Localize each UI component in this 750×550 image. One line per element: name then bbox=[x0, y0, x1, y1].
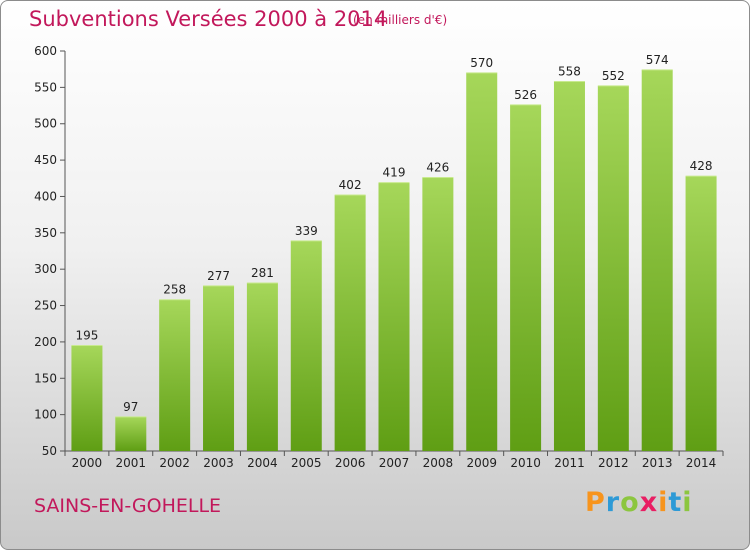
bar bbox=[553, 81, 585, 451]
x-tick-label: 2003 bbox=[203, 456, 234, 470]
bar bbox=[378, 182, 410, 452]
y-tick-label: 600 bbox=[34, 44, 57, 58]
logo-letter: t bbox=[668, 487, 683, 518]
bar-value-label: 428 bbox=[690, 159, 713, 173]
logo-letter: o bbox=[620, 487, 640, 518]
chart-title: Subventions Versées 2000 à 2014 bbox=[29, 7, 388, 31]
logo-letter: x bbox=[639, 487, 659, 518]
logo-letter: i bbox=[682, 487, 693, 518]
y-tick-label: 450 bbox=[34, 153, 57, 167]
bar bbox=[246, 283, 278, 451]
bar bbox=[422, 177, 454, 451]
x-tick-label: 2002 bbox=[159, 456, 190, 470]
y-tick-label: 300 bbox=[34, 262, 57, 276]
bars: 195 97 258 277 281 339 402 419 426 570 526 558 552 57… bbox=[71, 53, 717, 452]
bar bbox=[290, 240, 322, 451]
x-tick-label: 2006 bbox=[335, 456, 366, 470]
bar-value-label: 97 bbox=[123, 400, 138, 414]
y-tick-label: 400 bbox=[34, 189, 57, 203]
bar bbox=[641, 69, 673, 451]
bar bbox=[597, 85, 629, 451]
bar-value-label: 419 bbox=[383, 166, 406, 180]
logo-letter: r bbox=[605, 487, 621, 518]
y-tick-label: 150 bbox=[34, 371, 57, 385]
x-tick-label: 2012 bbox=[598, 456, 629, 470]
bar bbox=[203, 285, 235, 451]
x-tick-label: 2010 bbox=[510, 456, 541, 470]
bar-value-label: 570 bbox=[470, 56, 493, 70]
x-tick-label: 2014 bbox=[686, 456, 717, 470]
bar bbox=[159, 299, 191, 451]
y-tick-label: 200 bbox=[34, 335, 57, 349]
x-tick-label: 2013 bbox=[642, 456, 673, 470]
unit-note: (en milliers d'€) bbox=[353, 13, 448, 27]
bar bbox=[685, 176, 717, 451]
bar bbox=[71, 345, 103, 451]
bar-value-label: 195 bbox=[75, 329, 98, 343]
bar-value-label: 339 bbox=[295, 224, 318, 238]
bar-value-label: 526 bbox=[514, 88, 537, 102]
x-tick-label: 2009 bbox=[466, 456, 497, 470]
x-tick-label: 2011 bbox=[554, 456, 585, 470]
y-tick-label: 550 bbox=[34, 80, 57, 94]
logo-letter: P bbox=[585, 487, 606, 518]
y-tick-label: 100 bbox=[34, 408, 57, 422]
x-tick-label: 2005 bbox=[291, 456, 322, 470]
x-tick-label: 2001 bbox=[116, 456, 147, 470]
bar-value-label: 402 bbox=[339, 178, 362, 192]
bar bbox=[115, 416, 147, 451]
logo-letter: i bbox=[658, 487, 669, 518]
y-tick-label: 500 bbox=[34, 117, 57, 131]
bar-value-label: 258 bbox=[163, 283, 186, 297]
x-tick-label: 2000 bbox=[72, 456, 103, 470]
bar bbox=[334, 195, 366, 451]
axes: 50 100 150 200 250 300 350 400 450 500 550 600 2000 2… bbox=[34, 44, 724, 470]
y-tick-label: 250 bbox=[34, 299, 57, 313]
bar-value-label: 574 bbox=[646, 53, 669, 67]
x-tick-label: 2007 bbox=[379, 456, 410, 470]
x-tick-label: 2004 bbox=[247, 456, 278, 470]
bar bbox=[466, 72, 498, 452]
bar bbox=[510, 104, 542, 452]
proxiti-logo: Proxiti bbox=[585, 487, 693, 518]
x-tick-label: 2008 bbox=[423, 456, 454, 470]
bar-value-label: 277 bbox=[207, 269, 230, 283]
y-tick-label: 50 bbox=[42, 444, 57, 458]
bar-value-label: 281 bbox=[251, 266, 274, 280]
bar-value-label: 552 bbox=[602, 69, 625, 83]
commune-name: SAINS-EN-GOHELLE bbox=[34, 495, 222, 517]
bar-value-label: 558 bbox=[558, 65, 581, 79]
bar-value-label: 426 bbox=[426, 161, 449, 175]
y-tick-label: 350 bbox=[34, 226, 57, 240]
